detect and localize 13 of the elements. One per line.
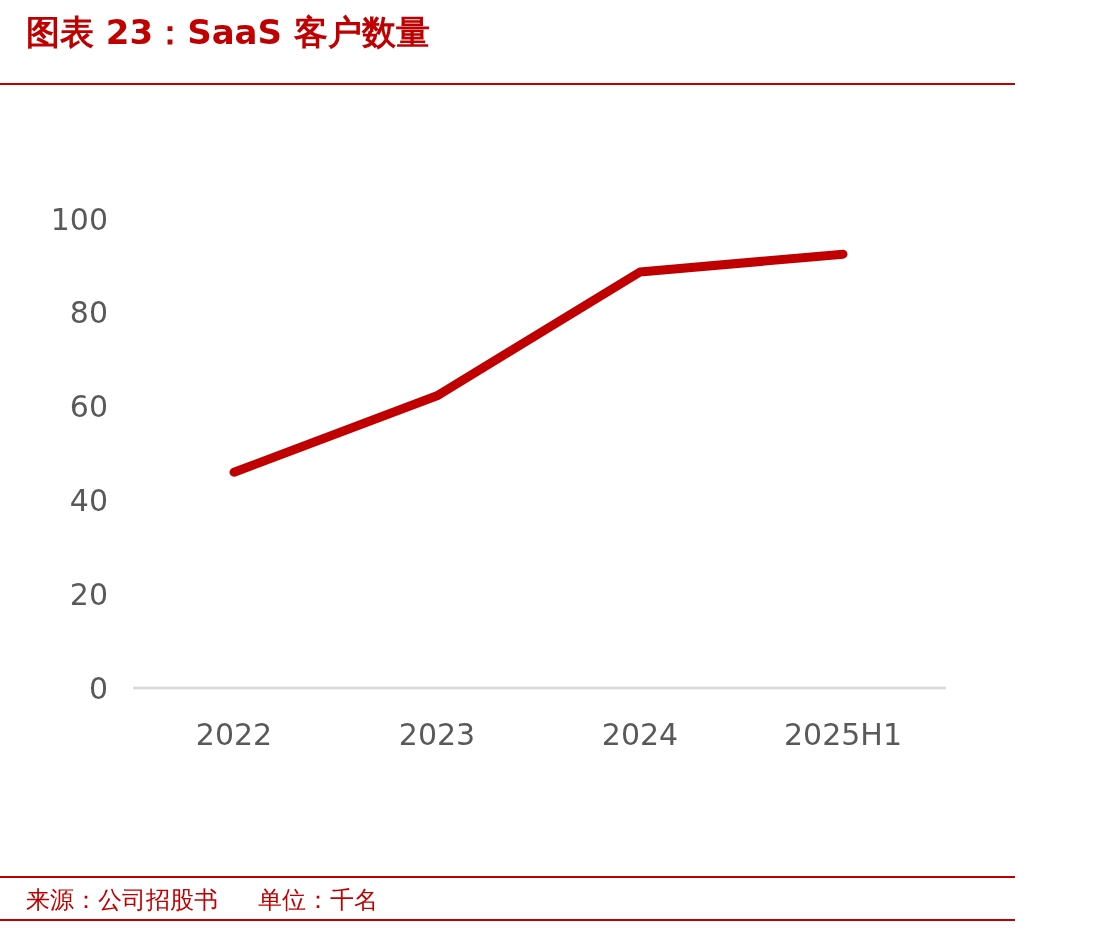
y-tick-label: 0 [88, 670, 108, 706]
x-tick-label: 2022 [195, 717, 273, 752]
y-tick-label: 40 [69, 482, 108, 518]
y-tick-label: 20 [69, 576, 108, 612]
text: 单位：千名 [258, 886, 378, 914]
y-tick-label: 80 [69, 295, 108, 331]
chart-title: 图表 23：SaaS 客户数量 [26, 12, 430, 52]
y-tick-label: 60 [69, 389, 108, 425]
x-tick-label: 2024 [601, 717, 679, 752]
x-tick-label: 2025H1 [784, 717, 902, 752]
x-tick-label: 2023 [398, 717, 476, 752]
y-tick-label: 100 [50, 201, 108, 237]
source-note: 来源：公司招股书 [26, 886, 218, 914]
